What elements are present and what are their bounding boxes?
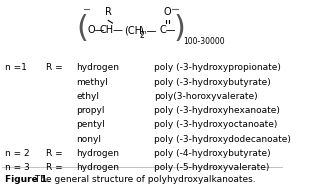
Text: poly (-3-hydroxybutyrate): poly (-3-hydroxybutyrate): [154, 78, 271, 87]
Text: nonyl: nonyl: [77, 135, 101, 144]
Text: O: O: [164, 7, 172, 17]
Text: hydrogen: hydrogen: [77, 149, 119, 158]
Text: )ₙ—: )ₙ—: [139, 25, 156, 35]
Text: hydrogen: hydrogen: [77, 163, 119, 172]
Text: poly (-3-hydroxydodecanoate): poly (-3-hydroxydodecanoate): [154, 135, 290, 144]
Text: hydrogen: hydrogen: [77, 63, 119, 72]
Text: poly (-3-hydroxypropionate): poly (-3-hydroxypropionate): [154, 63, 281, 72]
Text: n = 3: n = 3: [5, 163, 30, 172]
Text: C—: C—: [160, 25, 176, 35]
Text: R: R: [105, 7, 112, 17]
Text: pentyl: pentyl: [77, 120, 105, 129]
Text: ethyl: ethyl: [77, 92, 100, 101]
Text: poly(3-horoxyvalerate): poly(3-horoxyvalerate): [154, 92, 258, 101]
Text: methyl: methyl: [77, 78, 108, 87]
Text: poly (-3-hydroxyoctanoate): poly (-3-hydroxyoctanoate): [154, 120, 277, 129]
Text: R =: R =: [46, 149, 62, 158]
Text: R =: R =: [46, 63, 62, 72]
Text: ): ): [173, 14, 185, 43]
Text: O—: O—: [87, 25, 105, 35]
Text: poly (-3-hydroxyhexanoate): poly (-3-hydroxyhexanoate): [154, 106, 280, 115]
Text: CH—: CH—: [100, 25, 123, 35]
Text: propyl: propyl: [77, 106, 105, 115]
Text: n = 2: n = 2: [5, 149, 30, 158]
Text: poly (-4-hydroxybutyrate): poly (-4-hydroxybutyrate): [154, 149, 270, 158]
Text: 2: 2: [140, 31, 144, 40]
Text: The general structure of polyhydroxyalkanoates.: The general structure of polyhydroxyalka…: [32, 175, 256, 184]
Text: 100-30000: 100-30000: [183, 37, 225, 46]
Text: Figure 1.: Figure 1.: [5, 175, 50, 184]
Text: (CH: (CH: [124, 25, 142, 35]
Text: poly (-5-hydroxyvalerate): poly (-5-hydroxyvalerate): [154, 163, 269, 172]
Text: (: (: [76, 14, 88, 43]
Text: R =: R =: [46, 163, 62, 172]
Text: n =1: n =1: [5, 63, 27, 72]
